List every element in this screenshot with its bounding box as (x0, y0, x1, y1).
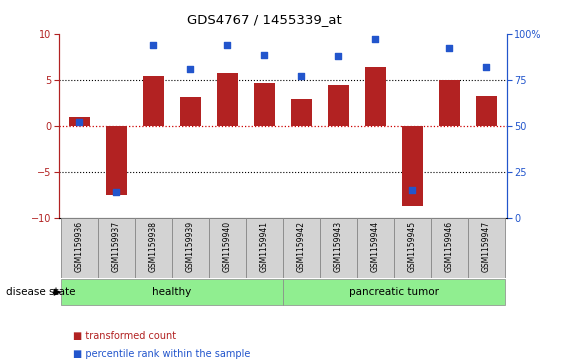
Text: healthy: healthy (153, 287, 191, 297)
Bar (180, 97, 200, 126)
Text: GSM1159940: GSM1159940 (223, 221, 232, 272)
Text: pancreatic tumor: pancreatic tumor (349, 287, 439, 297)
Bar (283, 218, 320, 278)
Bar (283, 279, 505, 305)
Bar (217, 73, 238, 126)
Bar (365, 66, 386, 126)
Bar (98, 218, 135, 278)
Bar (431, 218, 468, 278)
Text: GSM1159945: GSM1159945 (408, 221, 417, 272)
Text: ■ percentile rank within the sample: ■ percentile rank within the sample (73, 349, 251, 359)
Bar (135, 218, 172, 278)
Bar (476, 96, 497, 126)
Text: GSM1159946: GSM1159946 (445, 221, 454, 272)
Bar (328, 85, 348, 126)
Text: GSM1159944: GSM1159944 (371, 221, 380, 272)
Bar (439, 80, 459, 126)
Bar (172, 218, 209, 278)
Text: GSM1159937: GSM1159937 (112, 221, 121, 272)
Bar (69, 117, 90, 126)
Bar (61, 279, 283, 305)
Point (149, 42, 158, 48)
Point (75, 119, 84, 125)
Bar (209, 218, 246, 278)
Point (408, 187, 417, 193)
Bar (106, 126, 127, 195)
Text: GSM1159942: GSM1159942 (297, 221, 306, 272)
Point (260, 52, 269, 58)
Point (334, 53, 343, 58)
Text: GSM1159947: GSM1159947 (482, 221, 491, 272)
Text: GSM1159939: GSM1159939 (186, 221, 195, 272)
Bar (291, 99, 311, 126)
Text: disease state: disease state (6, 287, 75, 297)
Bar (394, 218, 431, 278)
Bar (402, 126, 423, 206)
Text: GSM1159941: GSM1159941 (260, 221, 269, 272)
Bar (468, 218, 505, 278)
Point (112, 189, 121, 195)
Point (445, 45, 454, 51)
Bar (254, 83, 275, 126)
Text: GSM1159938: GSM1159938 (149, 221, 158, 272)
Text: ■ transformed count: ■ transformed count (73, 331, 176, 341)
Bar (143, 76, 164, 126)
Bar (61, 218, 98, 278)
Text: GSM1159936: GSM1159936 (75, 221, 84, 272)
Point (223, 42, 232, 48)
Point (482, 65, 491, 70)
Bar (246, 218, 283, 278)
Bar (357, 218, 394, 278)
Point (371, 36, 380, 42)
Text: GDS4767 / 1455339_at: GDS4767 / 1455339_at (187, 13, 342, 26)
Point (297, 73, 306, 79)
Bar (320, 218, 357, 278)
Point (186, 66, 195, 72)
Text: GSM1159943: GSM1159943 (334, 221, 343, 272)
